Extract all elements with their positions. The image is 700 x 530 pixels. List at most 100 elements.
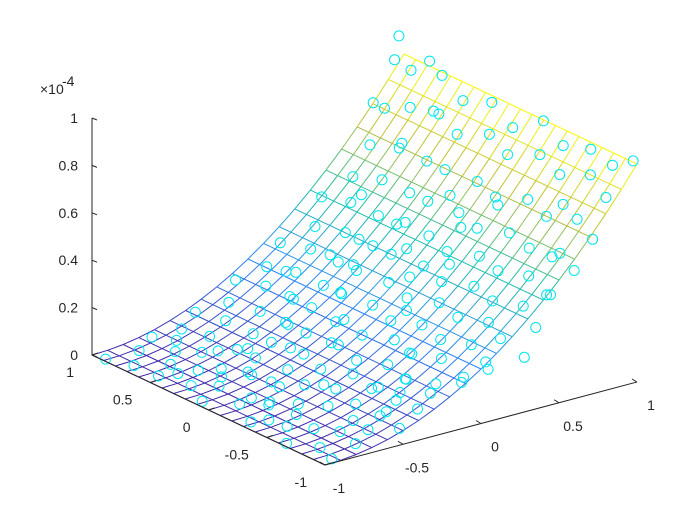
mesh-line	[415, 239, 428, 246]
data-point	[523, 270, 535, 282]
mesh-line	[554, 196, 572, 221]
mesh-line	[348, 159, 366, 182]
mesh-line	[271, 269, 284, 276]
data-point	[242, 343, 254, 355]
mesh-line	[356, 211, 369, 219]
data-point	[457, 95, 469, 107]
mesh-line	[278, 403, 291, 410]
mesh-line	[411, 159, 428, 183]
data-point	[366, 383, 378, 394]
mesh-line	[329, 206, 346, 226]
mesh-line	[477, 241, 490, 248]
data-point	[492, 199, 504, 211]
mesh-line	[441, 372, 455, 379]
mesh-line	[391, 414, 408, 426]
mesh-line	[434, 192, 447, 200]
mesh-line	[274, 415, 287, 422]
mesh-line	[422, 165, 440, 188]
y-tick-label: 0.5	[113, 392, 133, 408]
z-tick-label: 0	[70, 347, 78, 363]
mesh-line	[313, 311, 326, 318]
mesh-line	[376, 143, 393, 166]
mesh-line	[305, 336, 322, 350]
mesh-line	[255, 331, 272, 344]
data-point	[317, 279, 329, 291]
data-point	[518, 351, 530, 363]
mesh-line	[379, 202, 397, 224]
mesh-line	[278, 342, 295, 355]
data-point	[468, 280, 480, 292]
mesh-line	[228, 291, 241, 299]
mesh-line	[348, 387, 361, 394]
mesh-line	[449, 330, 462, 338]
data-point	[281, 420, 293, 432]
data-point	[421, 155, 433, 167]
mesh-line	[430, 366, 443, 373]
data-point	[281, 437, 293, 449]
mesh-line	[325, 376, 338, 383]
mesh-line	[294, 330, 311, 344]
data-point	[165, 358, 177, 370]
data-point	[300, 327, 312, 339]
mesh-line	[337, 154, 354, 176]
data-point	[318, 379, 330, 391]
mesh-line	[426, 136, 444, 161]
data-point	[326, 453, 338, 465]
mesh-line	[399, 84, 412, 91]
mesh-line	[227, 386, 244, 395]
mesh-line	[220, 410, 236, 416]
mesh-line	[555, 219, 568, 227]
mesh-line	[258, 421, 271, 428]
mesh-line	[562, 136, 580, 163]
mesh-line	[438, 308, 455, 327]
mesh-line	[294, 208, 307, 215]
mesh-line	[426, 303, 443, 321]
mesh-line	[297, 419, 314, 428]
data-point	[324, 249, 336, 261]
data-point	[424, 55, 436, 67]
mesh-line	[535, 247, 552, 270]
data-point	[306, 302, 318, 314]
mesh-line	[282, 389, 295, 397]
mesh-line	[430, 198, 447, 220]
mesh-line	[547, 274, 560, 281]
data-point	[372, 210, 384, 222]
mesh-line	[465, 314, 478, 321]
mesh-line	[216, 342, 229, 349]
mesh-line	[516, 231, 529, 238]
mesh-line	[609, 183, 622, 190]
data-point	[284, 291, 296, 302]
mesh-line	[278, 354, 291, 361]
mesh-line	[419, 125, 432, 132]
mesh-line	[188, 388, 202, 395]
data-point	[385, 248, 397, 260]
mesh-line	[504, 288, 521, 309]
data-point	[376, 174, 388, 186]
data-point	[298, 348, 310, 360]
mesh-line	[520, 203, 533, 210]
data-point	[401, 243, 413, 255]
data-point	[522, 193, 534, 205]
mesh-line	[441, 285, 459, 305]
mesh-line	[363, 428, 377, 435]
mesh-line	[360, 186, 373, 193]
mesh-line	[138, 329, 155, 339]
data-point	[189, 306, 201, 318]
mesh-line	[523, 150, 541, 176]
mesh-line	[453, 308, 466, 316]
mesh-line	[266, 348, 280, 355]
data-point	[316, 191, 328, 203]
mesh-line	[555, 125, 568, 132]
mesh-line	[329, 281, 346, 298]
mesh-line	[438, 325, 451, 332]
mesh-line	[395, 202, 408, 210]
mesh-line	[305, 270, 323, 287]
mesh-line	[251, 302, 264, 310]
mesh-line	[313, 225, 331, 244]
mesh-line	[169, 310, 186, 322]
mesh-line	[395, 335, 412, 351]
mesh-line	[368, 217, 381, 224]
mesh-line	[340, 417, 353, 424]
mesh-line	[562, 231, 580, 254]
mesh-line	[305, 348, 318, 355]
